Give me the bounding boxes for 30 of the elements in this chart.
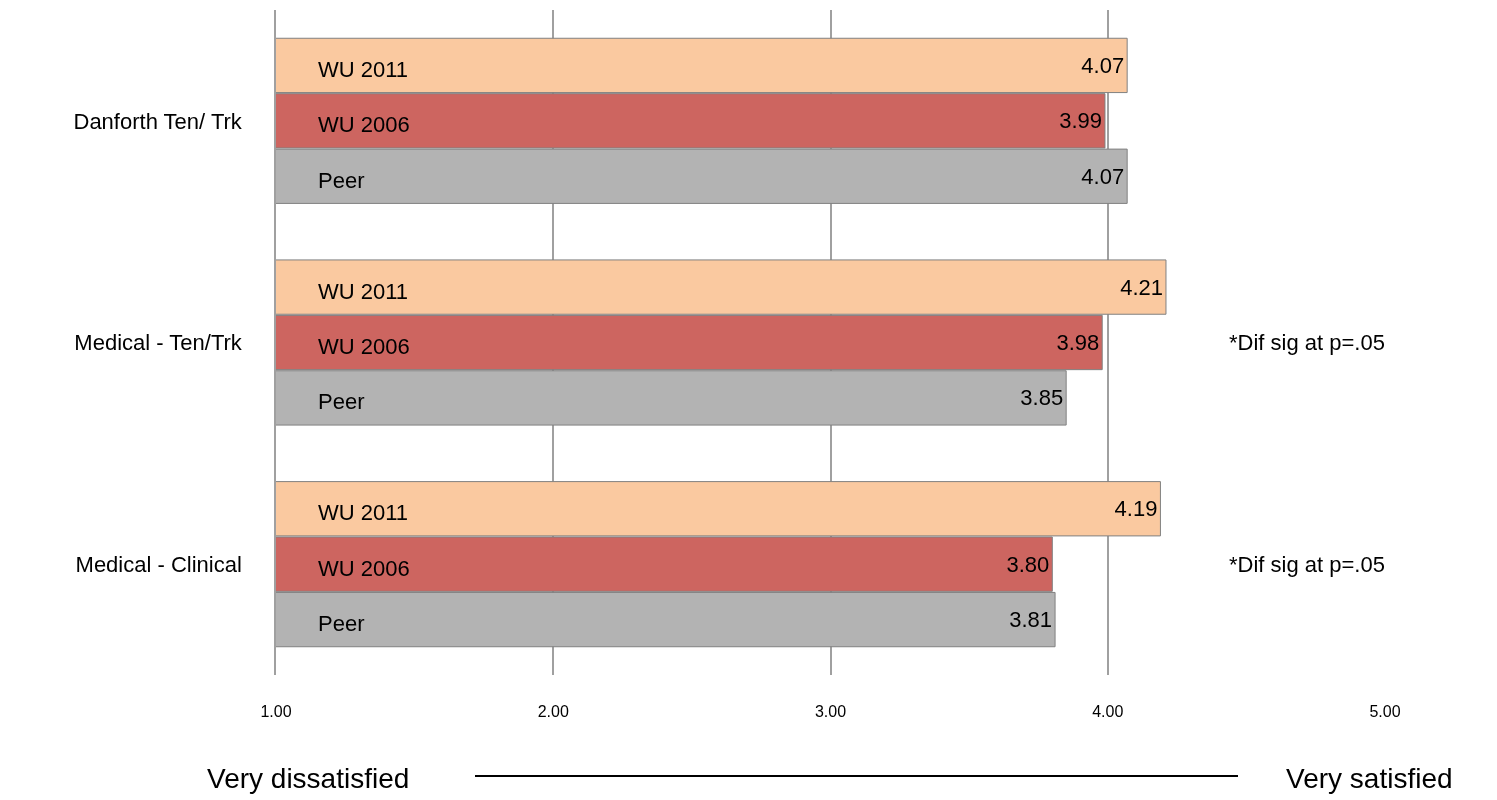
x-tick-label: 5.00 xyxy=(1369,703,1401,720)
y-tick-label: Danforth Ten/ Trk xyxy=(73,108,243,134)
x-tick-label: 2.00 xyxy=(537,703,569,720)
x-tick-label: 4.00 xyxy=(1092,703,1124,720)
text: Very satisfied xyxy=(1286,763,1453,794)
text: WU 2011 xyxy=(318,57,409,82)
data-label: 4.07 xyxy=(1081,163,1125,189)
text: Very dissatisfied xyxy=(207,763,410,794)
data-label: 4.07 xyxy=(1081,52,1125,78)
text: WU 2006 xyxy=(318,112,410,137)
series-label: Peer xyxy=(318,168,365,193)
data-label: 3.98 xyxy=(1056,330,1100,355)
x-tick-label: 1.00 xyxy=(260,703,292,720)
text: Peer xyxy=(318,611,365,636)
y-tick-label: Medical - Ten/Trk xyxy=(74,330,243,356)
text: WU 2006 xyxy=(318,334,410,359)
series-label: WU 2006 xyxy=(318,556,410,581)
data-label: 3.81 xyxy=(1009,607,1053,633)
text: Peer xyxy=(318,389,365,414)
x-tick-label: 3.00 xyxy=(814,703,847,720)
annotation: *Dif sig at p=.05 xyxy=(1229,330,1385,355)
text: WU 2011 xyxy=(318,500,409,525)
data-label: 4.19 xyxy=(1114,496,1158,522)
data-label: 3.85 xyxy=(1020,385,1064,411)
annotation: *Dif sig at p=.05 xyxy=(1229,552,1385,577)
data-label: 3.99 xyxy=(1059,108,1102,134)
series-label: WU 2011 xyxy=(318,279,409,304)
y-tick-label: Medical - Clinical xyxy=(75,551,242,577)
data-label: 3.80 xyxy=(1006,551,1050,577)
data-label: 4.21 xyxy=(1120,274,1163,300)
